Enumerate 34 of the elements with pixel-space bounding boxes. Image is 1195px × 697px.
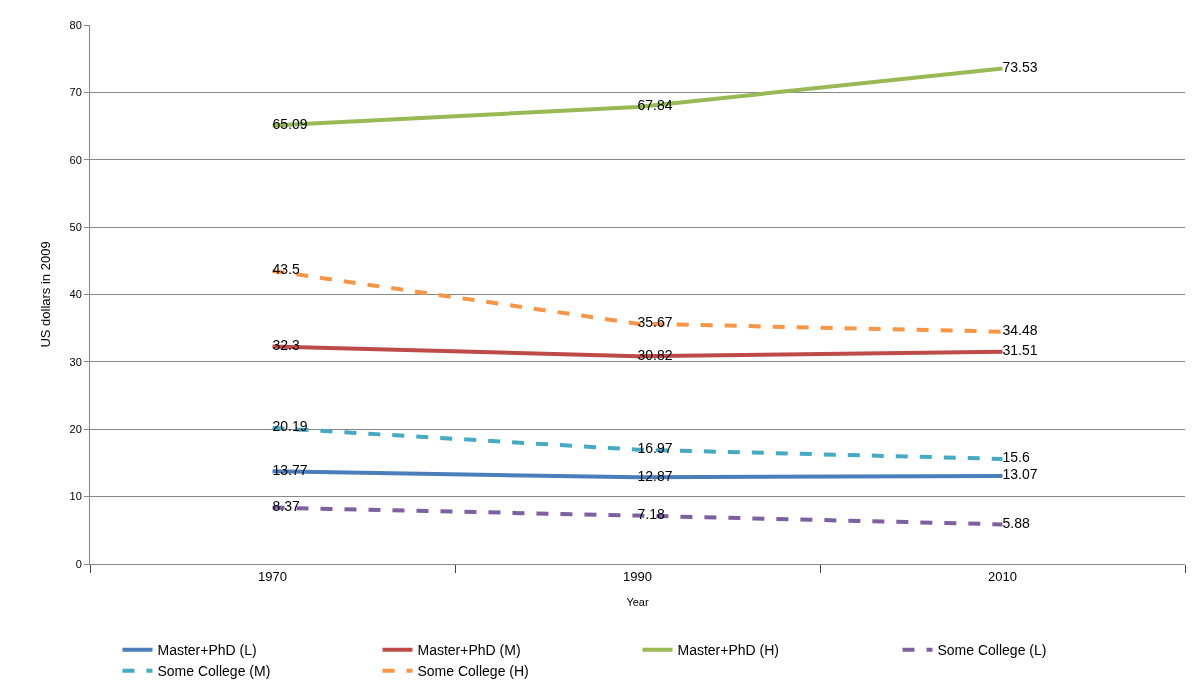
x-tick-label: 2010	[988, 568, 1017, 584]
y-tick-label: 30	[69, 355, 82, 368]
data-label: 34.48	[1002, 322, 1038, 339]
data-label: 31.51	[1002, 342, 1038, 359]
data-label: 16.97	[637, 440, 673, 457]
legend-label: Master+PhD (M)	[417, 642, 521, 659]
legend-label: Master+PhD (L)	[157, 642, 257, 659]
data-label: 13.07	[1002, 466, 1038, 483]
data-label: 13.77	[272, 461, 308, 478]
data-label: 67.84	[637, 97, 673, 114]
y-tick-label: 20	[69, 423, 82, 436]
y-axis-title: US dollars in 2009	[38, 241, 54, 348]
y-tick-label: 10	[69, 490, 82, 503]
data-label: 12.87	[637, 467, 673, 484]
data-label: 35.67	[637, 314, 673, 331]
data-label: 15.6	[1002, 449, 1030, 466]
x-tick-label: 1990	[623, 568, 652, 584]
legend-label: Master+PhD (H)	[677, 642, 780, 659]
y-tick-label: 70	[69, 86, 82, 99]
y-tick-label: 40	[69, 288, 82, 301]
legend-label: Some College (H)	[417, 663, 529, 680]
data-label: 8.37	[272, 498, 300, 515]
y-tick-label: 80	[69, 18, 82, 31]
legend-label: Some College (L)	[937, 642, 1047, 659]
y-tick-label: 0	[75, 557, 82, 570]
x-tick-label: 1970	[258, 568, 287, 584]
legend-label: Some College (M)	[157, 663, 271, 680]
data-label: 73.53	[1002, 59, 1038, 76]
y-tick-label: 60	[69, 153, 82, 166]
y-tick-label: 50	[69, 220, 82, 233]
x-axis-title: Year	[626, 595, 649, 608]
data-label: 7.18	[637, 506, 665, 523]
data-label: 5.88	[1002, 514, 1030, 531]
data-label: 43.5	[272, 261, 300, 278]
